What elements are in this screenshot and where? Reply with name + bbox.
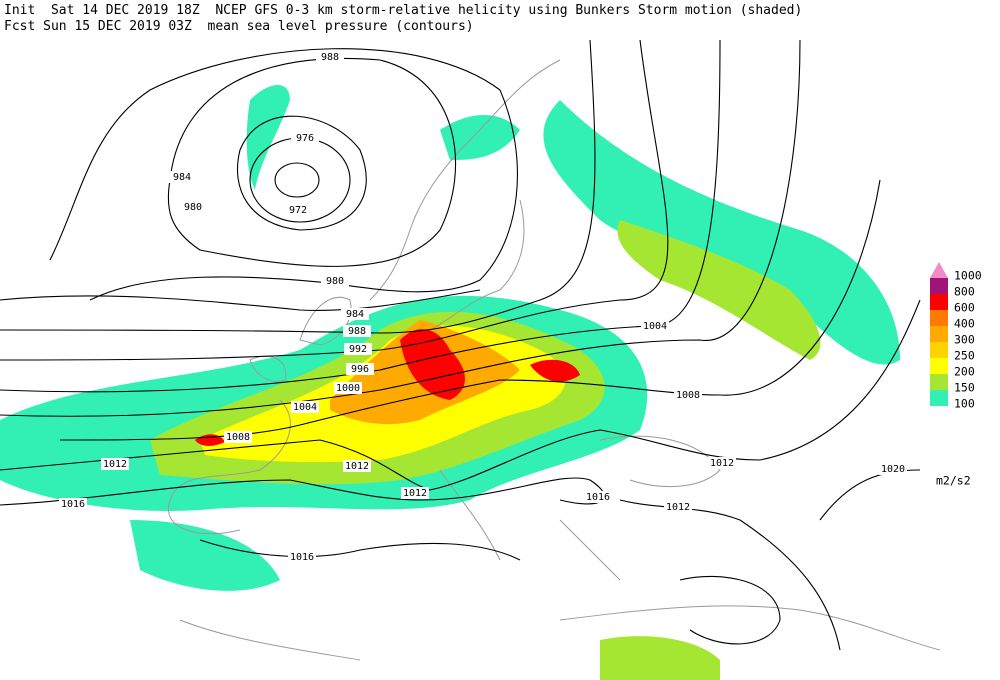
legend-label: 400 (954, 317, 975, 331)
legend-swatch (930, 278, 948, 294)
label-box (284, 204, 312, 216)
label-box (101, 458, 129, 470)
contour-label: 992 (349, 344, 367, 355)
legend-swatch (930, 310, 948, 326)
label-box (316, 51, 344, 63)
label-box (224, 431, 252, 443)
contour-label: 1012 (345, 461, 369, 472)
label-box (341, 308, 369, 320)
label-box (291, 401, 319, 413)
contour-label: 980 (326, 276, 344, 287)
contour-label: 1012 (403, 488, 427, 499)
contour-label: 988 (348, 326, 366, 337)
contour-label: 1016 (61, 499, 85, 510)
contour-label: 1000 (336, 383, 360, 394)
legend-label: 100 (954, 397, 975, 411)
legend-swatch (930, 342, 948, 358)
contour-label: 988 (321, 52, 339, 63)
label-box (343, 325, 371, 337)
contour-label: 1016 (290, 552, 314, 563)
label-box (291, 132, 319, 144)
label-box (343, 460, 371, 472)
label-box (179, 201, 207, 213)
contour-label: 996 (351, 364, 369, 375)
label-box (59, 498, 87, 510)
label-box (321, 275, 349, 287)
legend-swatch (930, 326, 948, 342)
header-line: Init Sat 14 DEC 2019 18Z NCEP GFS 0-3 km… (4, 3, 802, 18)
legend-label: 200 (954, 365, 975, 379)
contour-label: 1008 (226, 432, 250, 443)
contour-label: 1004 (293, 402, 317, 413)
legend-label: 250 (954, 349, 975, 363)
contour-label: 1020 (881, 464, 905, 475)
legend-swatch (930, 390, 948, 406)
label-box (288, 551, 316, 563)
legend-unit: m2/s2 (936, 474, 971, 488)
contour-labels: 988 976 984 980 972 980 984 988 992 996 1000 1004 10… (59, 51, 907, 563)
label-box (334, 382, 362, 394)
contour-label: 1012 (710, 458, 734, 469)
label-box (708, 457, 736, 469)
contour-label: 1008 (676, 390, 700, 401)
contour-label: 1012 (666, 502, 690, 513)
contour-label: 1012 (103, 459, 127, 470)
contour-label: 972 (289, 205, 307, 216)
legend: 1000 800 600 400 300 250 200 150 100 (930, 262, 982, 411)
legend-swatch (930, 374, 948, 390)
contour-label: 980 (184, 202, 202, 213)
legend-swatch (930, 358, 948, 374)
contour-label: 1016 (586, 492, 610, 503)
legend-label: 800 (954, 285, 975, 299)
label-box (664, 501, 692, 513)
label-box (584, 491, 612, 503)
shading (0, 85, 900, 680)
label-box (344, 343, 372, 355)
contour-label: 984 (346, 309, 364, 320)
contour-label: 984 (173, 172, 191, 183)
label-box (168, 171, 196, 183)
header-line: Fcst Sun 15 DEC 2019 03Z mean sea level … (4, 19, 474, 34)
legend-label: 150 (954, 381, 975, 395)
legend-label: 1000 (954, 269, 982, 283)
label-box (346, 363, 374, 375)
isobars (0, 39, 921, 651)
contour-label: 976 (296, 133, 314, 144)
legend-swatch (930, 262, 948, 278)
legend-label: 600 (954, 301, 975, 315)
label-box (879, 463, 907, 475)
contour-label: 1004 (643, 321, 667, 332)
legend-label: 300 (954, 333, 975, 347)
legend-swatch (930, 294, 948, 310)
coastlines (167, 59, 941, 661)
label-box (674, 389, 702, 401)
label-box (641, 320, 669, 332)
label-box (401, 487, 429, 499)
